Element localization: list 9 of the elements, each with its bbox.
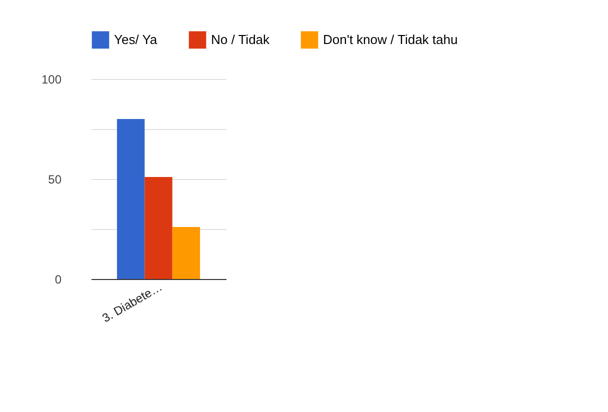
y-tick-label: 100 bbox=[41, 72, 62, 86]
y-tick-label: 0 bbox=[54, 272, 62, 286]
bar bbox=[172, 227, 200, 279]
bar bbox=[116, 119, 145, 279]
y-tick-label: 50 bbox=[48, 172, 62, 186]
legend-label: No / Tidak bbox=[211, 32, 270, 47]
bar bbox=[144, 177, 172, 279]
legend-label: Yes/ Ya bbox=[114, 32, 158, 47]
legend-label: Don't know / Tidak tahu bbox=[323, 32, 458, 47]
